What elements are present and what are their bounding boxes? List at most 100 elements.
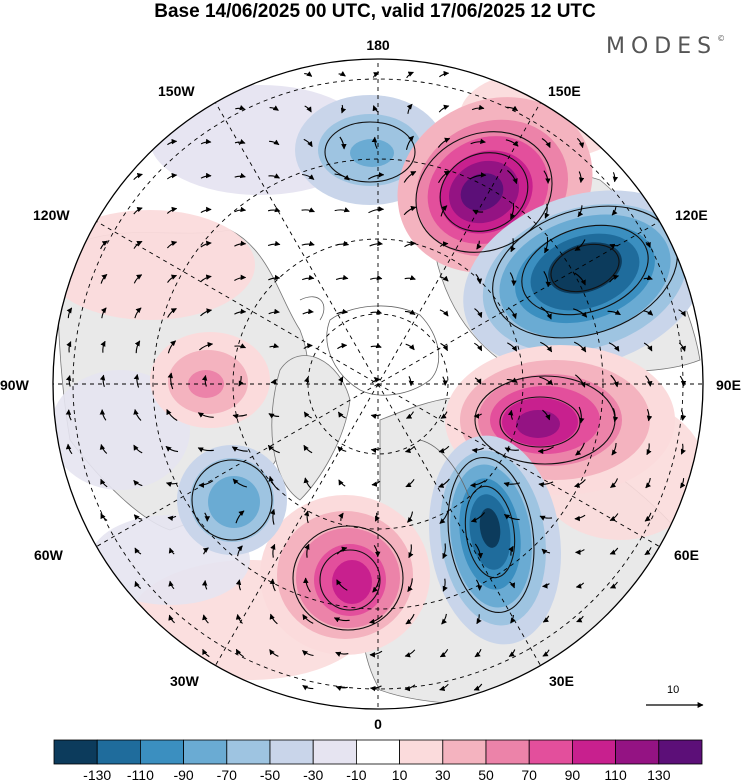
- wind-vector: [133, 479, 143, 487]
- wind-vector: [267, 206, 281, 213]
- wind-vector: [473, 413, 482, 419]
- wind-vector: [574, 514, 586, 522]
- wind-vector: [578, 171, 585, 184]
- blob-30e-negative: [428, 435, 562, 645]
- wind-vector: [372, 105, 379, 113]
- colorbar-swatch: [442, 739, 487, 765]
- wind-vector: [439, 648, 449, 658]
- wind-vector: [442, 376, 449, 386]
- wind-vector: [133, 172, 143, 181]
- wind-vector: [607, 309, 621, 316]
- wind-vector: [369, 240, 383, 247]
- colorbar-tick-label: 110: [604, 767, 627, 783]
- colorbar-tick-label: -130: [83, 767, 112, 783]
- wind-vector: [438, 445, 450, 454]
- colorbar-tick-label: 50: [478, 767, 494, 783]
- wind-vector: [543, 170, 551, 184]
- wind-vector: [371, 377, 381, 384]
- wind-vector: [234, 343, 246, 349]
- wind-vector: [268, 413, 280, 419]
- wind-vector: [576, 615, 584, 623]
- brand-text: MODES: [606, 34, 718, 59]
- wind-vector: [232, 478, 248, 488]
- wind-vector: [268, 173, 280, 179]
- wind-vector: [540, 341, 553, 353]
- wind-vector: [574, 479, 586, 488]
- wind-vector: [470, 512, 486, 523]
- wind-vector: [335, 685, 348, 691]
- wind-vector: [609, 513, 619, 521]
- wind-vector: [200, 138, 212, 145]
- wind-vector: [503, 481, 521, 488]
- wind-vector: [202, 547, 209, 555]
- wind-vector: [336, 308, 348, 315]
- wind-vector: [335, 274, 349, 281]
- wind-vector: [301, 240, 315, 247]
- wind-vector: [200, 172, 212, 179]
- wind-vector: [474, 543, 484, 559]
- brand-logo: MODES©: [606, 34, 725, 59]
- wind-vector: [438, 478, 450, 488]
- wind-vector: [541, 548, 551, 555]
- wind-vector: [645, 241, 651, 249]
- colorbar-swatch: [658, 739, 703, 765]
- lon-label-30w: 30W: [170, 673, 199, 689]
- wind-vector: [439, 510, 449, 524]
- landmass-greenland: [271, 355, 351, 501]
- colorbar-swatch: [572, 739, 617, 765]
- wind-vector: [204, 512, 211, 522]
- wind-vector: [197, 447, 214, 453]
- wind-vector: [167, 138, 178, 146]
- wind-vector: [133, 444, 143, 454]
- colorbar-tick-label: -30: [303, 767, 324, 783]
- wind-vector: [370, 413, 381, 420]
- wind-vector: [507, 169, 518, 185]
- wind-vector: [302, 308, 314, 315]
- wind-vector: [539, 515, 553, 521]
- wind-vector: [573, 308, 588, 318]
- lon-label-0: 0: [374, 716, 382, 732]
- wind-vector: [202, 648, 210, 658]
- wind-vector: [371, 136, 378, 149]
- wind-vector: [470, 480, 486, 489]
- wind-vector: [99, 409, 107, 421]
- wind-vector: [474, 342, 483, 352]
- wind-vector: [100, 478, 108, 488]
- wind-vector: [133, 274, 143, 284]
- lon-label-180: 180: [366, 37, 390, 53]
- wind-vector: [574, 239, 586, 251]
- wind-vector: [503, 513, 520, 521]
- wind-vector: [168, 580, 175, 590]
- map-field: [53, 59, 703, 709]
- wind-vector: [335, 240, 350, 247]
- wind-vector: [611, 442, 618, 456]
- colorbar-tick-label: -50: [259, 767, 281, 783]
- wind-vector: [542, 409, 551, 421]
- wind-vector: [201, 374, 208, 387]
- wind-vector: [404, 240, 417, 248]
- wind-vector: [370, 309, 383, 315]
- wind-vector: [405, 343, 415, 351]
- blob-60w-negative: [177, 445, 287, 555]
- wind-vector: [268, 475, 279, 491]
- wind-vector: [646, 443, 652, 456]
- wind-vector: [439, 241, 449, 247]
- wind-vector: [338, 376, 344, 386]
- wind-vector: [440, 342, 448, 352]
- wind-vector: [268, 274, 281, 281]
- wind-vector: [509, 272, 517, 287]
- wind-vector: [472, 209, 484, 215]
- wind-vector: [133, 373, 140, 388]
- wind-vector: [231, 446, 248, 452]
- wind-vector: [166, 240, 178, 249]
- wind-vector: [679, 375, 687, 387]
- colorbar-tick-label: 10: [391, 767, 408, 783]
- wind-vector: [440, 205, 448, 217]
- wind-vector: [338, 479, 346, 487]
- wind-vector: [574, 272, 586, 286]
- wind-vector: [338, 512, 344, 521]
- wind-vector: [337, 342, 348, 350]
- colorbar-tick-label: 70: [521, 767, 537, 783]
- wind-vector: [338, 71, 346, 77]
- lon-label-90w: 90W: [0, 377, 29, 393]
